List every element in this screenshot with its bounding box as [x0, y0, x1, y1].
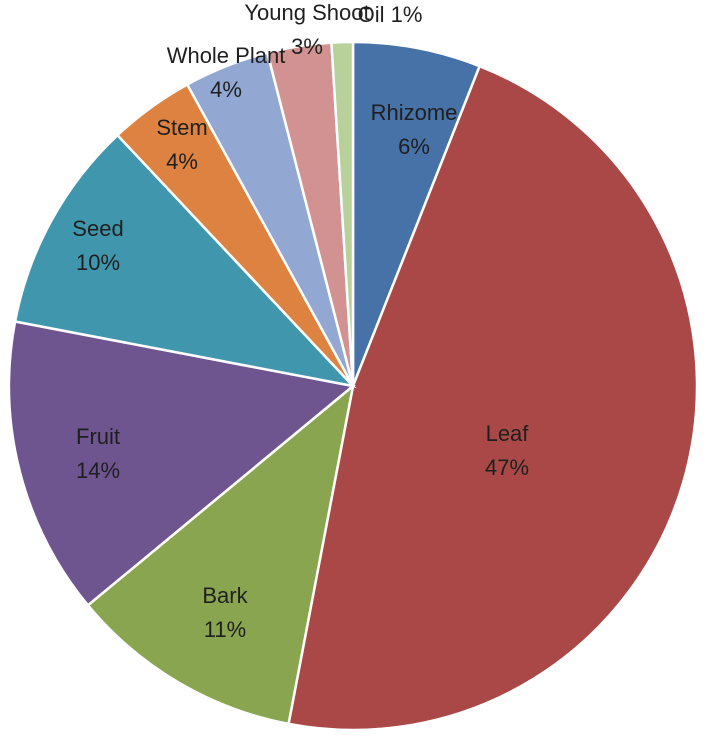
- slice-value-leaf: 47%: [485, 455, 529, 480]
- data-label-bark: Bark 11%: [202, 583, 248, 642]
- slice-label-stem: Stem: [156, 115, 207, 140]
- pie-slice-rhizome: [351, 40, 482, 387]
- data-label-stem: Stem 4%: [156, 115, 207, 174]
- pie-slices: [7, 40, 699, 732]
- data-label-young-shoot: Young Shoot 3%: [244, 0, 369, 59]
- slice-label-whole-plant: Whole Plant: [167, 43, 286, 68]
- slice-value-young-shoot: 3%: [291, 34, 323, 59]
- slice-value-fruit: 14%: [76, 458, 120, 483]
- slice-value-rhizome: 6%: [398, 134, 430, 159]
- slice-label-fruit: Fruit: [76, 424, 120, 449]
- data-label-fruit: Fruit 14%: [76, 424, 120, 483]
- data-label-oil: Oil 1%: [358, 2, 423, 27]
- data-label-leaf: Leaf 47%: [485, 421, 529, 480]
- data-label-rhizome: Rhizome 6%: [371, 100, 458, 159]
- slice-label-bark: Bark: [202, 583, 248, 608]
- data-label-whole-plant: Whole Plant 4%: [167, 43, 286, 102]
- slice-value-bark: 11%: [204, 617, 246, 642]
- slice-label-leaf: Leaf: [486, 421, 530, 446]
- pie-slice-seed: [13, 133, 357, 388]
- pie-slice-bark: [86, 382, 355, 726]
- slice-label-seed: Seed: [72, 216, 123, 241]
- slice-value-stem: 4%: [166, 149, 198, 174]
- slice-value-whole-plant: 4%: [210, 77, 242, 102]
- slice-label-rhizome: Rhizome: [371, 100, 458, 125]
- pie-slice-leaf: [287, 64, 699, 732]
- slice-value-seed: 10%: [76, 250, 120, 275]
- slice-label-oil: Oil 1%: [358, 2, 423, 27]
- slice-label-young-shoot: Young Shoot: [244, 0, 369, 25]
- data-label-seed: Seed 10%: [72, 216, 123, 275]
- pie-labels: Rhizome 6% Leaf 47% Bark 11% Fruit 14% Seed 10% St…: [72, 0, 529, 642]
- pie-slice-oil: [330, 40, 355, 387]
- pie-slice-fruit: [7, 320, 356, 608]
